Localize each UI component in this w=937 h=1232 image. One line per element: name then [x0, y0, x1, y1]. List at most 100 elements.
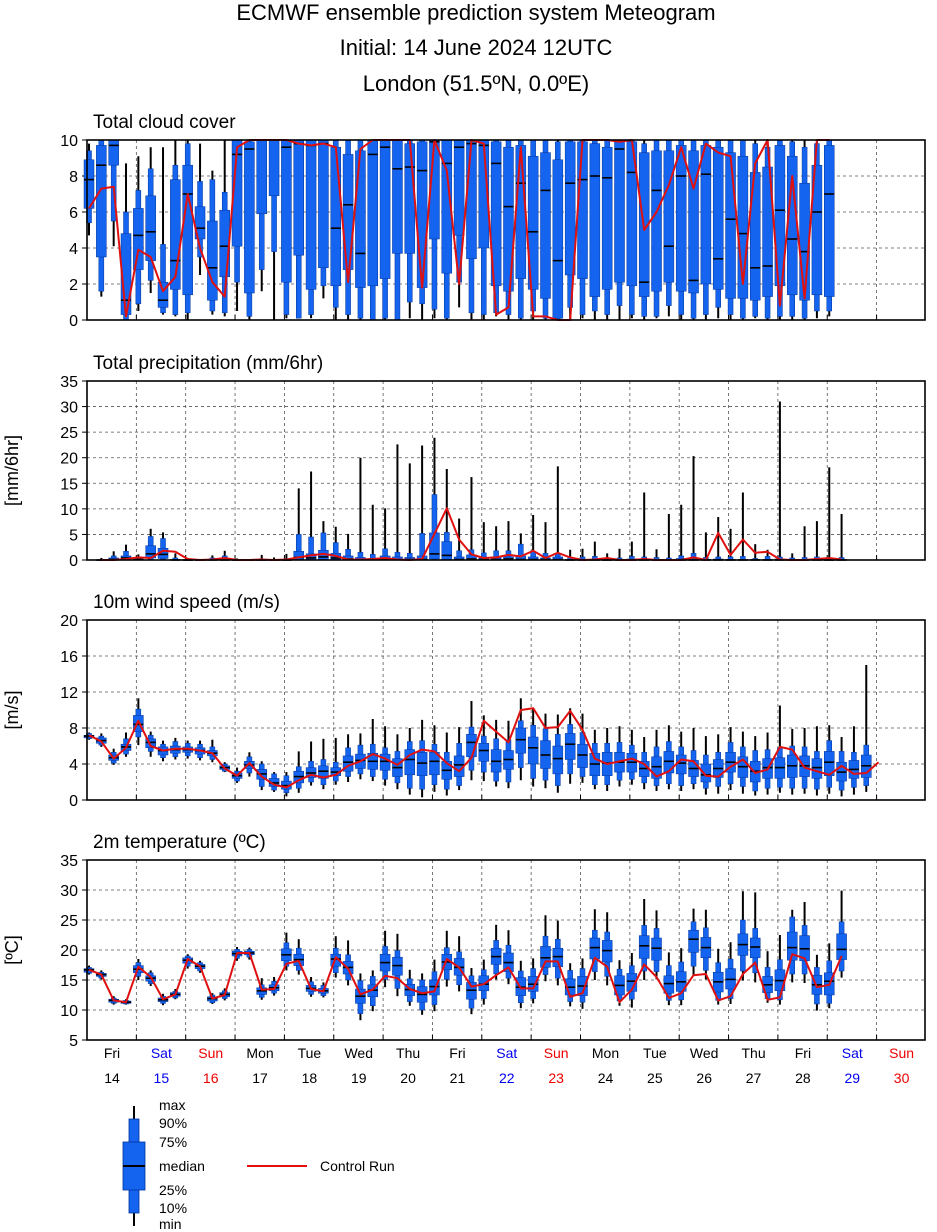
cloud-box-p25-p75: [367, 139, 379, 287]
cloud-box-p25-p75: [318, 139, 329, 269]
cloud-box-step-48: [675, 139, 687, 320]
wind-box-step-36: [527, 708, 539, 787]
day-name-label: Mon: [246, 1045, 273, 1061]
cloud-box-p25-p75: [577, 141, 588, 279]
temp-box-step-58: [799, 902, 810, 983]
cloud-box-step-47: [663, 139, 675, 317]
precip-box-p25-p75: [441, 541, 453, 560]
cloud-box-step-24: [379, 139, 391, 320]
cloud-box-step-53: [737, 139, 749, 320]
wind-box-step-51: [712, 734, 724, 794]
wind-box-p25-p75: [145, 738, 156, 749]
cloud-box-step-5: [145, 147, 156, 293]
cloud-y-tick-label: 2: [69, 277, 78, 294]
wind-box-p25-p75: [416, 752, 428, 776]
wind-box-p25-p75: [552, 745, 564, 775]
temp-box-step-24: [379, 930, 391, 988]
cloud-box-step-46: [651, 139, 662, 319]
precip-box-step-53: [737, 492, 749, 561]
precip-box-p25-p75: [429, 532, 440, 560]
cloud-box-step-18: [305, 139, 317, 319]
cloud-box-step-52: [725, 139, 736, 320]
temp-box-step-42: [601, 912, 613, 986]
cloud-box-step-38: [552, 140, 564, 321]
precip-box-step-50: [700, 532, 712, 561]
day-date-label: 29: [844, 1070, 860, 1086]
legend-max-label: max: [159, 1097, 185, 1113]
wind-box-step-60: [824, 725, 835, 794]
temp-panel: 2m temperature (ºC) [ºC] 5 10 15 20 25 30 35: [2, 832, 926, 1050]
legend-control-label: Control Run: [320, 1158, 395, 1174]
cloud-box-step-22: [355, 139, 366, 320]
temp-box-step-56: [774, 935, 786, 1005]
cloud-box-p25-p75: [416, 141, 428, 288]
cloud-box-step-4: [133, 156, 144, 311]
wind-box-step-21: [342, 734, 354, 782]
cloud-box-p25-p75: [589, 143, 601, 297]
cloud-box-p25-p75: [564, 141, 576, 276]
temp-box-step-28: [429, 959, 440, 1012]
temp-box-p25-p75: [786, 931, 798, 961]
cloud-box-step-1: [96, 139, 107, 297]
wind-box-p25-p75: [663, 751, 675, 774]
cloud-box-p25-p75: [157, 281, 169, 308]
wind-y-tick-label: 4: [69, 757, 78, 774]
cloud-box-p25-p75: [256, 139, 267, 215]
precip-box-step-31: [466, 477, 477, 561]
temp-y-axis-label: [ºC]: [2, 935, 22, 965]
cloud-box-p25-p75: [503, 146, 514, 292]
cloud-box-step-43: [614, 139, 625, 320]
temp-box-step-50: [700, 909, 712, 980]
wind-box-step-53: [737, 731, 749, 794]
temp-box-p25-p75: [749, 937, 761, 959]
precip-box-step-47: [663, 513, 675, 561]
wind-panel: 10m wind speed (m/s) [m/s] 0 4 8 12 16 20: [2, 592, 926, 810]
precip-box-step-18: [305, 471, 317, 561]
cloud-box-step-28: [429, 139, 440, 319]
temp-box-step-37: [540, 915, 551, 982]
cloud-box-step-23: [367, 139, 379, 321]
day-name-label: Wed: [690, 1045, 719, 1061]
precip-box-step-29: [441, 468, 453, 561]
wind-y-tick-label: 0: [69, 793, 78, 810]
wind-box-step-25: [392, 734, 403, 790]
cloud-y-tick-label: 0: [69, 313, 78, 330]
cloud-box-step-39: [564, 139, 576, 320]
temp-box-step-35: [515, 960, 527, 1009]
legend-p25-label: 25%: [159, 1182, 187, 1198]
day-name-label: Sat: [842, 1045, 863, 1061]
wind-box-step-26: [404, 728, 416, 795]
wind-box-step-62: [848, 726, 860, 795]
cloud-panel: Total cloud cover 0 2 4 6 8 10: [60, 112, 926, 330]
wind-box-p25-p75: [133, 715, 144, 732]
cloud-box-p25-p75: [145, 195, 156, 261]
precip-box-step-59: [811, 521, 823, 561]
cloud-box-step-0: [83, 143, 95, 236]
legend-p10-label: 10%: [159, 1200, 187, 1216]
temp-box-step-57: [786, 909, 798, 983]
wind-y-tick-label: 16: [60, 649, 78, 666]
day-date-label: 19: [351, 1070, 367, 1086]
temp-box-step-41: [589, 909, 601, 980]
precip-box-step-61: [836, 513, 847, 561]
cloud-box-p25-p75: [293, 139, 304, 256]
day-name-label: Sun: [544, 1045, 569, 1061]
wind-box-step-59: [811, 726, 823, 796]
precip-plot-frame: [86, 380, 926, 561]
temp-box-p25-p75: [688, 929, 699, 953]
cloud-box-step-16: [281, 139, 292, 319]
cloud-box-step-26: [404, 139, 416, 319]
temp-box-step-54: [749, 892, 761, 983]
wind-box-step-52: [725, 727, 736, 791]
temp-box-p25-p75: [638, 935, 650, 959]
precip-y-tick-label: 20: [60, 451, 78, 468]
cloud-box-p25-p75: [774, 145, 786, 287]
wind-box-p25-p75: [478, 743, 490, 762]
cloud-box-p25-p75: [700, 145, 712, 285]
cloud-box-step-36: [527, 139, 539, 320]
day-date-label: 27: [746, 1070, 762, 1086]
temp-box-p25-p75: [651, 937, 662, 961]
cloud-box-p25-p75: [811, 164, 823, 296]
wind-box-step-49: [688, 728, 699, 790]
